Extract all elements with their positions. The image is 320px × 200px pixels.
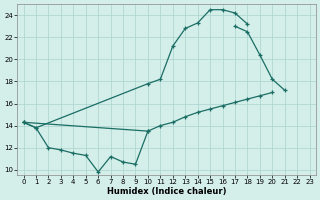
X-axis label: Humidex (Indice chaleur): Humidex (Indice chaleur) [107, 187, 226, 196]
